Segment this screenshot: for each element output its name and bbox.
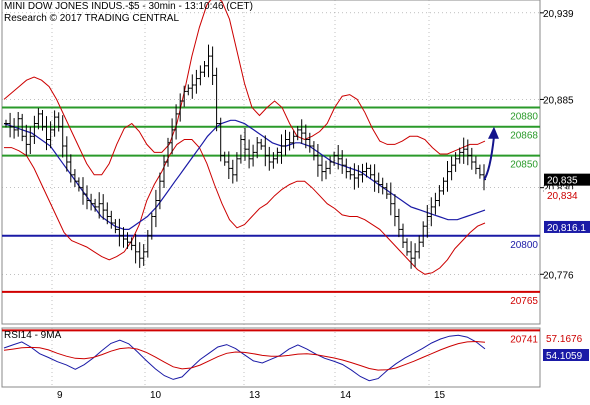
bollinger-lower-line: [4, 139, 486, 275]
level-label-20850: 20850: [510, 160, 538, 171]
rsi-panel-title: RSI14 - 9MA: [4, 330, 62, 341]
rsi-ma-value-label: 57.1676: [546, 334, 583, 345]
forecast-arrow-head: [488, 126, 499, 139]
forecast-arrow-line: [483, 136, 495, 181]
bollinger-upper-line: [3, 0, 486, 176]
level-label-20880: 20880: [510, 111, 538, 122]
level-label-20868: 20868: [510, 131, 538, 142]
level-label-20800: 20800: [510, 240, 538, 251]
rsi-panel-frame: [1, 327, 541, 388]
last-price-label-box: [544, 173, 590, 186]
rsi-value-box: [543, 349, 589, 361]
level-label-20765: 20765: [510, 296, 538, 307]
x-tick-label-14: 14: [340, 390, 352, 400]
x-tick-label-13: 13: [249, 390, 261, 400]
chart-copyright: Research © 2017 TRADING CENTRAL: [4, 13, 180, 24]
main-panel-frame: [1, 0, 541, 325]
y-tick-label-20,939: 20,939: [543, 9, 574, 20]
last-price-label: 20,835: [547, 176, 578, 187]
x-tick-label-10: 10: [150, 390, 162, 400]
bollinger-upper-label-box: [544, 189, 590, 202]
y-tick-label-20,830: 20,830: [543, 184, 574, 195]
bollinger-upper-label: 20,834: [547, 191, 578, 202]
moving-average-label-box: [544, 220, 590, 233]
y-tick-label-20,776: 20,776: [543, 270, 574, 281]
y-tick-label-20,885: 20,885: [543, 95, 574, 106]
rsi-ma-line: [3, 340, 486, 371]
rsi-value-label: 54.1059: [546, 351, 583, 362]
level-label-20741: 20741: [510, 334, 538, 345]
x-tick-label-9: 9: [57, 390, 63, 400]
x-tick-label-15: 15: [434, 390, 446, 400]
chart-title: MINI DOW JONES INDUS.-$5 - 30min - 13:10…: [4, 1, 253, 12]
rsi-ma-value-box: [543, 333, 589, 344]
rsi-line: [3, 334, 486, 382]
moving-average-label: 20,816.1: [547, 223, 586, 234]
moving-average-line: [3, 119, 486, 230]
